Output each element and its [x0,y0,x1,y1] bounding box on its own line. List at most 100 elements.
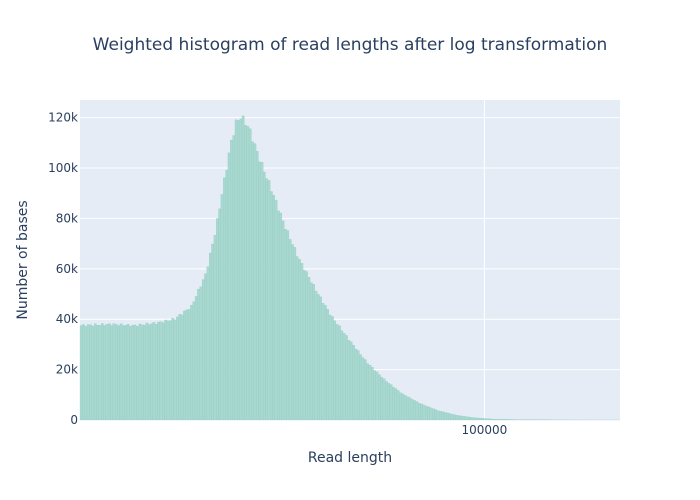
histogram-bar [117,325,121,421]
histogram-bar [448,413,452,421]
histogram-bar [192,301,196,421]
histogram-bar [82,324,85,421]
histogram-bar [446,412,449,421]
histogram-bar [176,316,179,421]
histogram-bar [267,180,271,421]
histogram-bar [436,410,440,421]
histogram-bar [371,367,374,421]
histogram-bar [173,319,177,421]
histogram-bar [502,419,506,421]
histogram-bar [126,324,130,421]
histogram-bar [157,321,160,421]
histogram-bar [274,199,278,421]
histogram-bar [91,325,95,421]
histogram-bar [305,271,308,421]
histogram-bar [352,344,355,421]
histogram-bar [260,162,264,421]
histogram-bar [331,316,334,421]
histogram-bar [230,139,233,421]
histogram-bar [326,309,329,421]
histogram-bar [403,395,407,421]
y-tick-label: 60k [56,262,78,276]
histogram-bar [457,415,461,421]
y-tick-label: 120k [48,111,78,125]
histogram-bar [441,411,445,421]
histogram-bar [169,320,172,421]
histogram-bar [483,418,487,421]
histogram-bar [103,325,106,421]
histogram-bar [237,120,240,421]
histogram-bar [298,259,301,421]
histogram-bar [349,341,353,421]
histogram-bar [356,350,360,421]
x-axis-ticks: 100000 [462,423,508,437]
histogram-bar [187,309,191,421]
histogram-bar [321,303,325,421]
histogram-bar [394,388,398,421]
histogram-bar [244,125,247,421]
y-tick-label: 40k [56,312,78,326]
y-axis-title: Number of bases [15,200,31,319]
histogram-bar [251,141,254,421]
histogram-bar [335,324,339,421]
histogram-bar [504,419,508,421]
histogram-bar [258,161,261,421]
histogram-bar [129,326,132,421]
histogram-bar [314,290,318,421]
histogram-bar [396,390,400,421]
histogram-bar [467,416,470,421]
histogram-bar [234,119,238,421]
histogram-bar [263,171,266,421]
histogram-bar [147,324,151,421]
histogram-bar [122,325,125,421]
histogram-bar [488,418,491,421]
histogram-bar [460,415,463,421]
histogram-bar [368,365,372,421]
histogram-bar [79,325,83,421]
histogram-bar [462,416,466,421]
histogram-bar [291,244,294,421]
histogram-bar [232,135,236,421]
histogram-bar [490,418,494,421]
histogram-bar [108,323,111,421]
histogram-bar [218,208,221,421]
histogram-bar [385,381,388,421]
histogram-bar [464,416,468,421]
histogram-bar [317,294,320,421]
histogram-bar [178,314,182,421]
histogram-bar [439,410,442,421]
histogram-bar [131,324,135,421]
histogram-bar [152,322,156,421]
histogram-bar [194,296,198,421]
histogram-bar [246,126,250,421]
histogram-bar [361,357,365,421]
histogram-bar [180,314,184,421]
histogram-bar [375,371,379,421]
histogram-bar [86,324,90,421]
histogram-bar [333,320,337,421]
histogram-bar [216,218,219,421]
histogram-bar [150,323,153,421]
histogram-bar [453,414,456,421]
histogram-bar [479,418,482,421]
histogram-bar [389,384,393,421]
histogram-bar [220,194,224,421]
histogram-bar [145,322,149,421]
histogram-bar [115,324,118,421]
histogram-bar [98,325,102,421]
histogram-bar [197,288,200,421]
histogram-bar [206,266,210,421]
histogram-bar [239,118,243,421]
histogram-bar [136,326,139,421]
histogram-bar [373,370,376,421]
x-axis-title: Read length [308,450,392,466]
histogram-bar [324,305,327,421]
histogram-bar [183,310,186,421]
histogram-bar [101,323,104,421]
histogram-bar [413,400,416,421]
histogram-bar [265,178,268,421]
histogram-bar [342,332,346,421]
chart-title: Weighted histogram of read lengths after… [93,35,608,55]
histogram-bar [211,243,214,421]
